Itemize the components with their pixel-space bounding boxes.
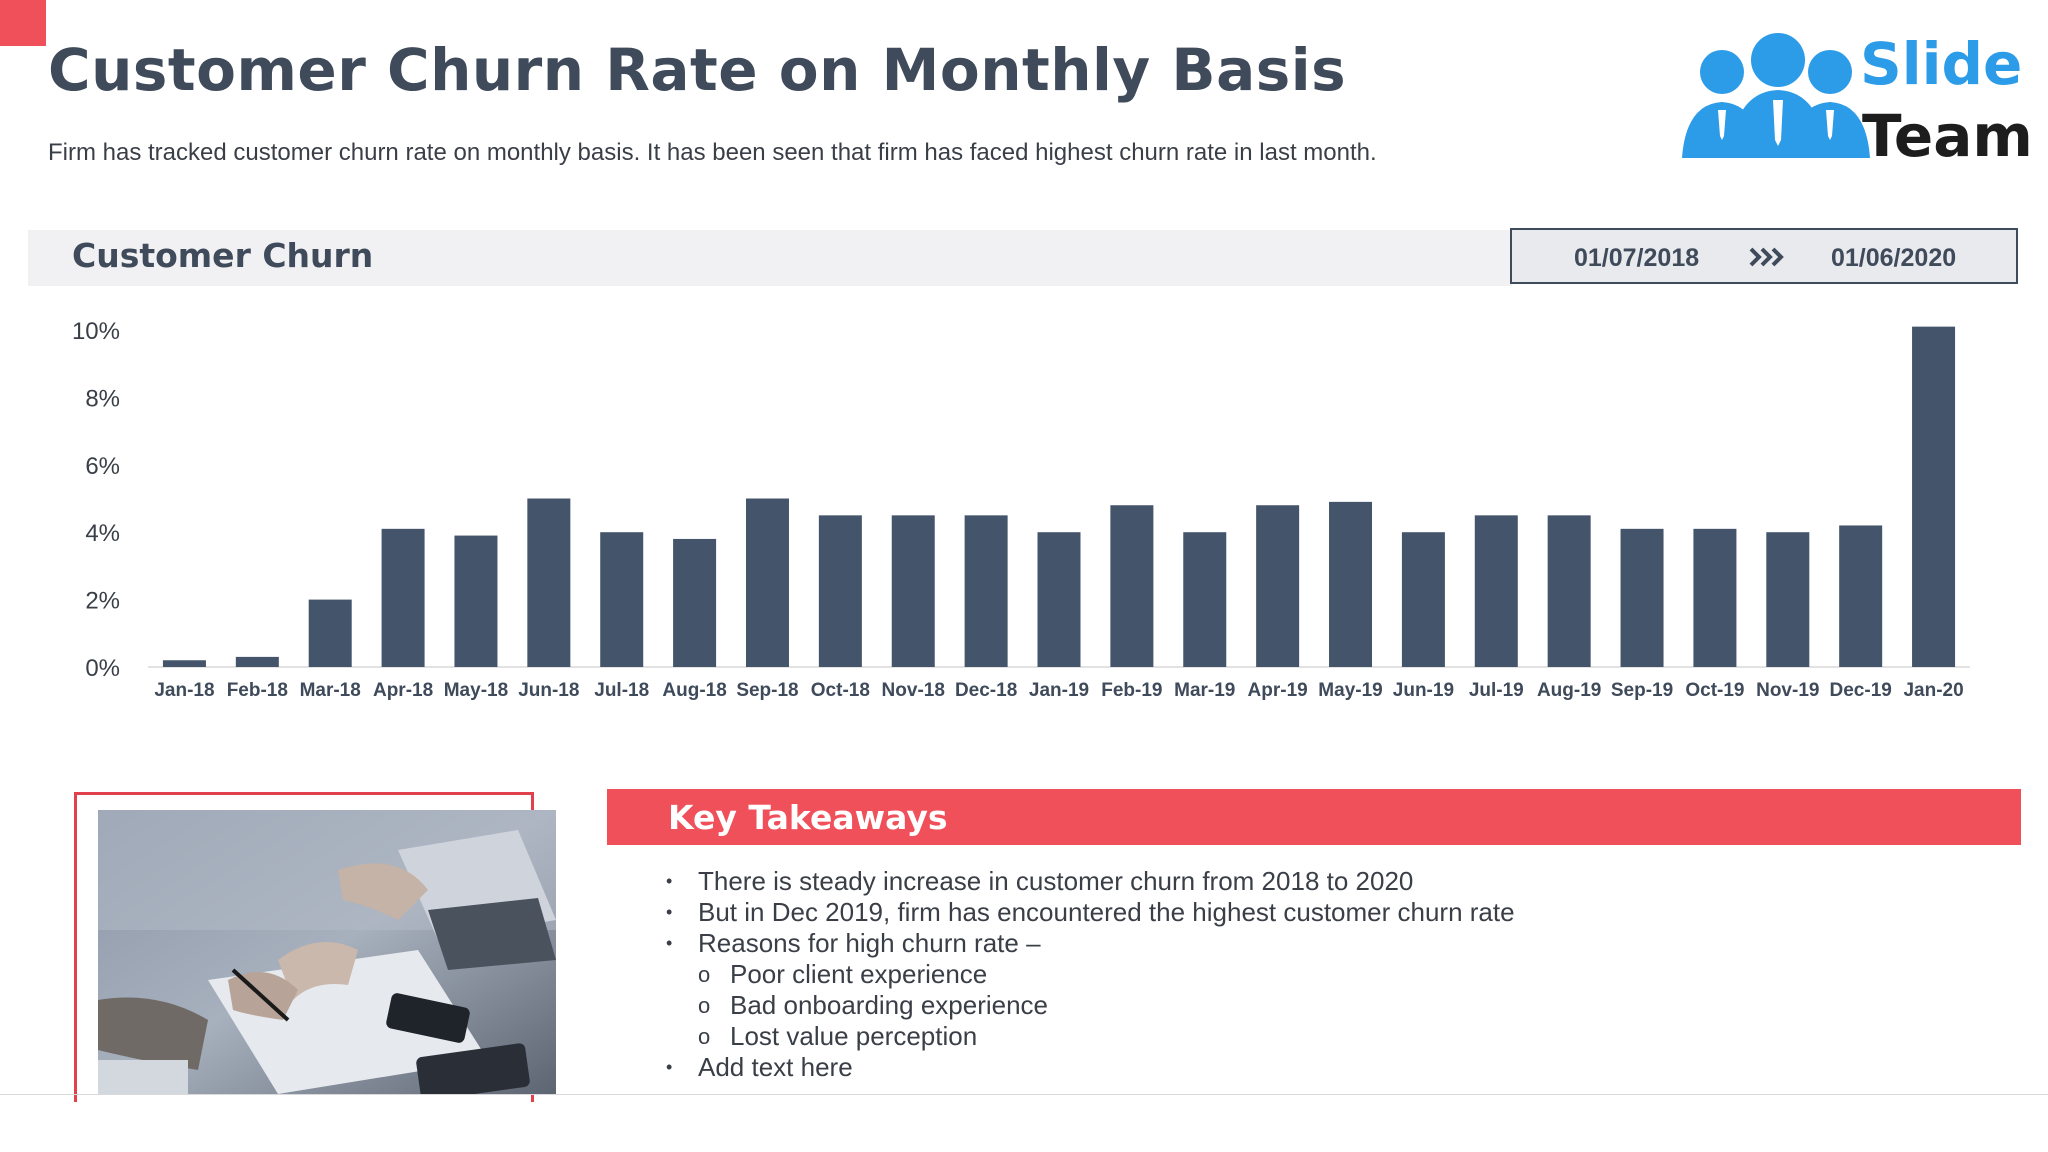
triple-chevron-right-icon — [1749, 247, 1784, 267]
bar-jun-18 — [527, 498, 571, 667]
logo-word-slide: Slide — [1860, 30, 2023, 98]
list-item: • But in Dec 2019, firm has encountered … — [660, 897, 2000, 928]
bar-sep-19 — [1620, 528, 1664, 667]
bar-oct-18 — [818, 515, 862, 667]
bar-apr-19 — [1256, 505, 1300, 667]
x-tick-label: Feb-19 — [1101, 680, 1162, 701]
list-item: • Reasons for high churn rate – — [660, 928, 2000, 959]
bar-jun-19 — [1401, 532, 1445, 667]
x-tick-label: May-19 — [1318, 680, 1382, 701]
takeaways-list: • There is steady increase in customer c… — [660, 866, 2000, 1083]
x-tick-label: Dec-19 — [1830, 680, 1892, 701]
y-tick-label: 2% — [85, 588, 120, 615]
bar-feb-18 — [235, 656, 279, 667]
bar-mar-18 — [308, 599, 352, 667]
x-tick-label: Jun-19 — [1393, 680, 1454, 701]
x-tick-label: Jan-18 — [154, 680, 214, 701]
x-tick-label: Jan-20 — [1903, 680, 1963, 701]
x-tick-label: Mar-18 — [300, 680, 361, 701]
x-tick-label: Mar-19 — [1174, 680, 1235, 701]
takeaway-text: But in Dec 2019, firm has encountered th… — [698, 897, 1515, 927]
x-tick-label: Dec-18 — [955, 680, 1017, 701]
sub-bullet-mark: o — [698, 962, 711, 987]
x-tick-label: Jan-19 — [1029, 680, 1089, 701]
takeaway-subtext: Bad onboarding experience — [730, 990, 1049, 1020]
takeaways-header-bar — [607, 789, 2021, 845]
y-tick-label: 0% — [85, 655, 120, 682]
bar-jul-18 — [600, 532, 644, 667]
date-end: 01/06/2020 — [1831, 244, 1957, 272]
x-tick-label: Nov-18 — [882, 680, 945, 701]
bullet-mark: • — [666, 933, 673, 953]
sub-list-item: o Poor client experience — [660, 959, 2000, 990]
x-tick-label: Oct-18 — [811, 680, 870, 701]
date-range-box — [1510, 228, 2018, 284]
x-tick-label: Nov-19 — [1756, 680, 1819, 701]
sub-list-item: o Lost value perception — [660, 1021, 2000, 1052]
people-group-icon — [1682, 33, 1870, 158]
bar-apr-18 — [381, 528, 425, 667]
bar-mar-19 — [1183, 532, 1227, 667]
bar-oct-19 — [1693, 528, 1737, 667]
y-tick-label: 10% — [72, 318, 120, 345]
x-tick-label: Aug-19 — [1537, 680, 1601, 701]
list-item: • Add text here — [660, 1052, 2000, 1083]
takeaway-text: There is steady increase in customer chu… — [698, 866, 1414, 896]
page-subtitle: Firm has tracked customer churn rate on … — [48, 139, 1377, 166]
x-tick-label: Jul-19 — [1469, 680, 1524, 701]
bar-jan-20 — [1912, 326, 1956, 667]
x-tick-label: May-18 — [444, 680, 508, 701]
bullet-mark: • — [666, 1057, 673, 1077]
y-tick-label: 6% — [85, 453, 120, 480]
x-tick-label: Jun-18 — [518, 680, 579, 701]
sub-list-item: o Bad onboarding experience — [660, 990, 2000, 1021]
business-meeting-photo — [98, 810, 556, 1094]
takeaway-text: Add text here — [698, 1052, 853, 1082]
section-title: Customer Churn — [72, 236, 374, 275]
section-header-bar — [28, 230, 1512, 286]
bar-aug-19 — [1547, 515, 1591, 667]
churn-bar-chart: 0% 2% 4% 6% 8% 10% Jan-18 Feb-18 Mar-18 Apr-18 May… — [72, 318, 1970, 701]
bar-jul-19 — [1474, 515, 1518, 667]
footer-divider — [0, 1094, 2048, 1095]
bullet-mark: • — [666, 902, 673, 922]
sub-bullet-mark: o — [698, 993, 711, 1018]
x-tick-label: Aug-18 — [662, 680, 726, 701]
page-title: Customer Churn Rate on Monthly Basis — [48, 36, 1347, 104]
bar-may-18 — [454, 535, 498, 667]
bar-dec-19 — [1839, 525, 1883, 667]
takeaway-text: Reasons for high churn rate – — [698, 928, 1041, 958]
x-tick-label: Oct-19 — [1685, 680, 1744, 701]
list-item: • There is steady increase in customer c… — [660, 866, 2000, 897]
bar-jan-18 — [162, 660, 206, 667]
bar-nov-18 — [891, 515, 935, 667]
bar-aug-18 — [673, 538, 717, 667]
takeaways-title: Key Takeaways — [668, 798, 948, 837]
takeaway-subtext: Lost value perception — [730, 1021, 978, 1051]
bullet-mark: • — [666, 871, 673, 891]
corner-accent — [0, 0, 46, 46]
bar-nov-19 — [1766, 532, 1810, 667]
bar-feb-19 — [1110, 505, 1154, 667]
bar-may-19 — [1329, 501, 1373, 667]
x-tick-label: Feb-18 — [227, 680, 288, 701]
logo-word-team: Team — [1862, 102, 2033, 170]
y-tick-label: 8% — [85, 385, 120, 412]
y-tick-label: 4% — [85, 520, 120, 547]
x-tick-label: Jul-18 — [594, 680, 649, 701]
bar-jan-19 — [1037, 532, 1081, 667]
bar-sep-18 — [745, 498, 789, 667]
date-start: 01/07/2018 — [1574, 244, 1700, 272]
x-tick-label: Apr-19 — [1248, 680, 1308, 701]
sub-bullet-mark: o — [698, 1024, 711, 1049]
x-tick-label: Sep-19 — [1611, 680, 1673, 701]
takeaway-subtext: Poor client experience — [730, 959, 988, 989]
bar-dec-18 — [964, 515, 1008, 667]
x-tick-label: Sep-18 — [736, 680, 798, 701]
x-tick-label: Apr-18 — [373, 680, 433, 701]
